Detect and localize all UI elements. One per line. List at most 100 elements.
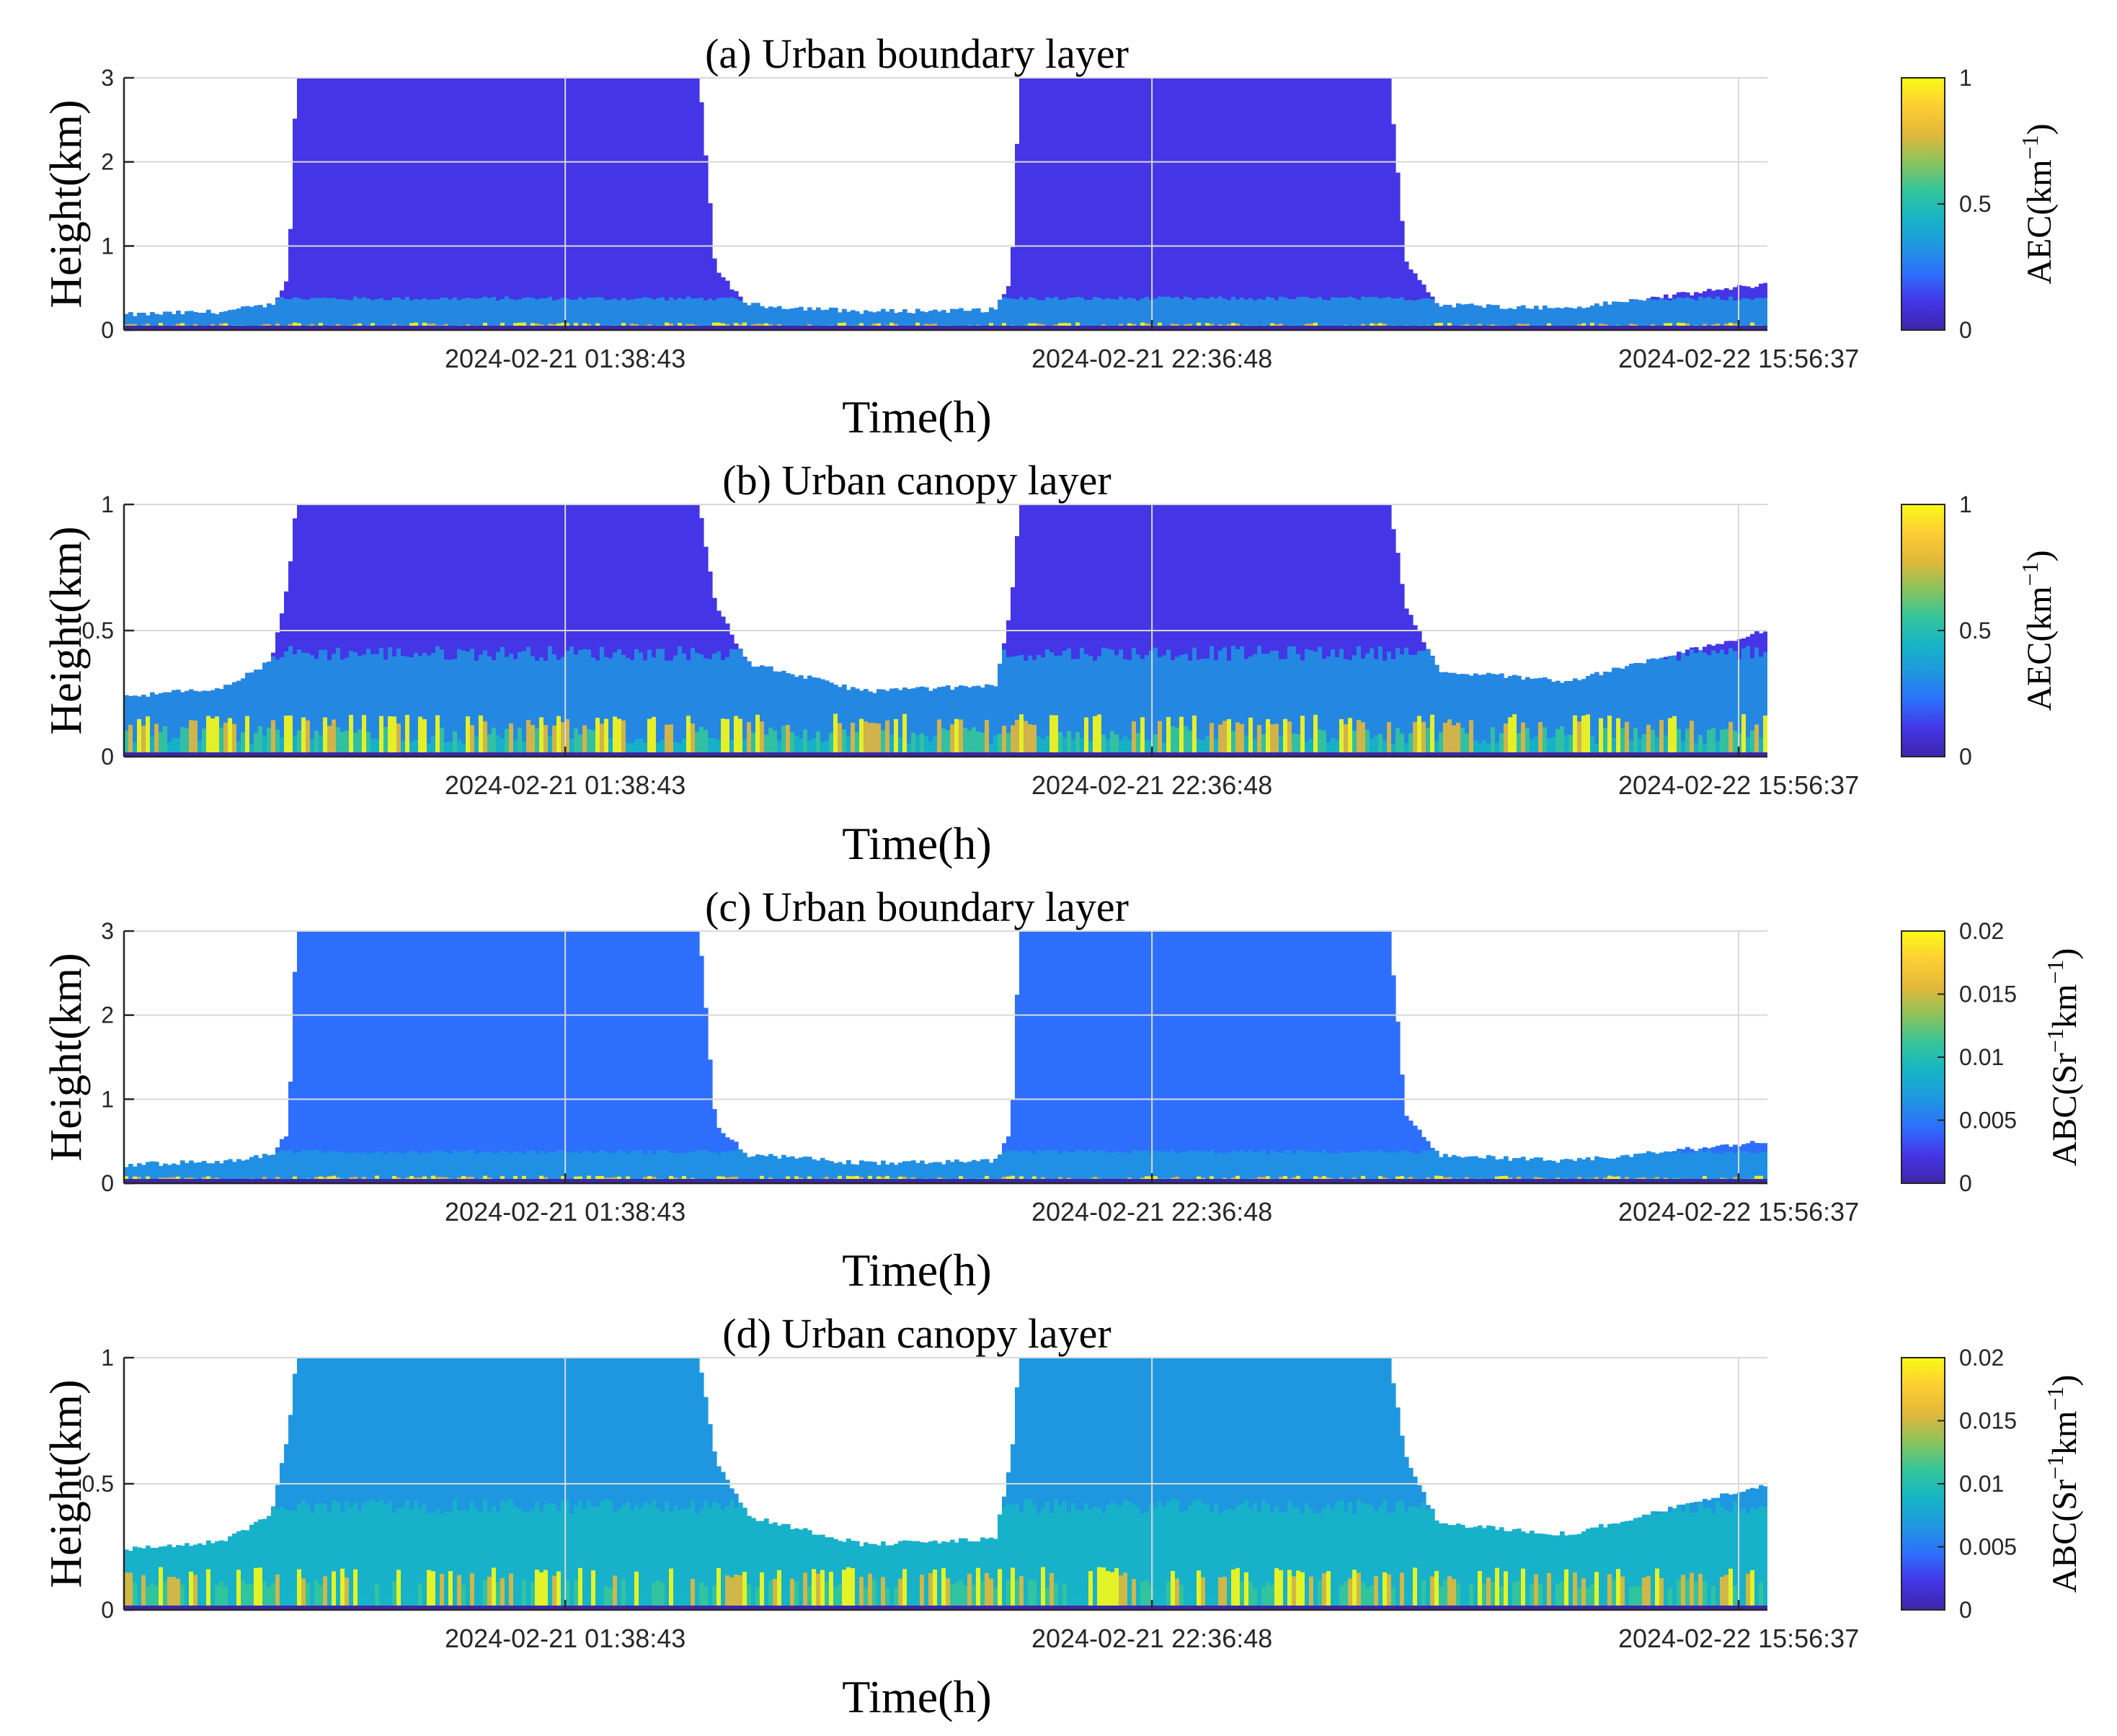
heatmap-column (1659, 752, 1664, 757)
heatmap-column (275, 1152, 280, 1183)
heatmap-column (591, 752, 596, 757)
heatmap-column (1473, 1156, 1478, 1183)
heatmap-column (1344, 659, 1349, 757)
heatmap-column (993, 686, 998, 757)
heatmap-column (1491, 726, 1496, 757)
heatmap-column (729, 297, 734, 330)
heatmap-column (1322, 931, 1327, 1183)
heatmap-column (1555, 326, 1561, 330)
heatmap-column (695, 326, 700, 330)
heatmap-column (1703, 1179, 1708, 1183)
heatmap-column (1326, 1179, 1331, 1183)
heatmap-column (1365, 297, 1370, 330)
heatmap-column (500, 298, 505, 330)
heatmap-column (146, 1606, 151, 1610)
heatmap-column (431, 1150, 436, 1183)
heatmap-column (1158, 326, 1163, 330)
heatmap-column (362, 715, 367, 757)
heatmap-column (1024, 1150, 1029, 1183)
heatmap-column (293, 1510, 298, 1610)
heatmap-column (643, 78, 648, 330)
heatmap-column (293, 1153, 298, 1183)
heatmap-column (673, 299, 678, 330)
heatmap-column (1348, 931, 1353, 1183)
heatmap-column (440, 931, 445, 1183)
heatmap-column (1586, 326, 1591, 330)
heatmap-column (1633, 299, 1638, 330)
heatmap-column (855, 688, 860, 757)
heatmap-column (695, 731, 700, 757)
heatmap-column (1136, 78, 1141, 330)
heatmap-column (466, 326, 471, 330)
heatmap-column (1231, 646, 1236, 757)
heatmap-column (1184, 726, 1189, 757)
heatmap-column (163, 326, 168, 330)
heatmap-column (457, 300, 462, 330)
heatmap-column (1318, 1152, 1323, 1183)
y-tick-label: 0.5 (82, 618, 114, 644)
heatmap-column (254, 732, 259, 757)
heatmap-column (254, 669, 259, 757)
heatmap-column (548, 78, 553, 330)
heatmap-column (185, 326, 190, 330)
heatmap-column (933, 309, 938, 330)
heatmap-column (1322, 326, 1327, 330)
heatmap-column (608, 658, 613, 757)
heatmap-column (954, 326, 959, 330)
heatmap-column (323, 326, 328, 330)
heatmap-column (708, 298, 713, 330)
heatmap-column (1430, 714, 1435, 757)
heatmap-column (466, 1510, 471, 1610)
heatmap-column (1391, 124, 1396, 330)
heatmap-column (293, 1606, 298, 1610)
heatmap-column (708, 659, 713, 757)
heatmap-column (1465, 674, 1470, 757)
y-axis-label: Height(km) (42, 526, 91, 734)
heatmap-column (228, 310, 233, 330)
heatmap-column (1162, 752, 1167, 757)
heatmap-column (1387, 752, 1392, 757)
heatmap-column (1473, 752, 1478, 757)
heatmap-column (314, 78, 319, 330)
heatmap-column (461, 1510, 466, 1610)
heatmap-column (1127, 1179, 1132, 1183)
heatmap-column (531, 78, 536, 330)
heatmap-column (608, 738, 613, 757)
heatmap-column (1071, 1179, 1076, 1183)
heatmap-column (686, 931, 691, 1183)
heatmap-column (1646, 298, 1651, 330)
heatmap-column (894, 313, 899, 330)
heatmap-column (1084, 1179, 1089, 1183)
heatmap-column (1534, 736, 1539, 757)
heatmap-column (1439, 752, 1444, 757)
heatmap-column (1703, 1152, 1708, 1183)
heatmap-column (1560, 752, 1565, 757)
heatmap-column (1599, 306, 1604, 330)
heatmap-column (1469, 720, 1474, 757)
heatmap-column (1564, 307, 1569, 330)
heatmap-column (1646, 1151, 1651, 1183)
heatmap-column (1197, 78, 1202, 330)
heatmap-column (427, 931, 432, 1183)
heatmap-column (1672, 1179, 1677, 1183)
heatmap-column (1754, 1179, 1759, 1183)
heatmap-column (370, 931, 376, 1183)
heatmap-column (634, 298, 639, 330)
heatmap-column (1357, 752, 1362, 757)
heatmap-column (747, 752, 752, 757)
heatmap-column (829, 1161, 834, 1183)
heatmap-column (1015, 1179, 1020, 1183)
heatmap-column (210, 1543, 216, 1610)
heatmap-column (1499, 308, 1504, 330)
heatmap-column (401, 656, 406, 757)
heatmap-column (881, 308, 886, 330)
heatmap-column (574, 78, 579, 330)
x-tick-label: 2024-02-22 15:56:37 (1618, 1197, 1859, 1227)
heatmap-column (794, 735, 799, 757)
heatmap-column (665, 752, 670, 757)
heatmap-column (228, 1159, 233, 1183)
heatmap-column (1651, 1179, 1656, 1183)
heatmap-column (1101, 734, 1106, 757)
heatmap-column (1240, 78, 1245, 330)
heatmap-column (474, 931, 479, 1183)
